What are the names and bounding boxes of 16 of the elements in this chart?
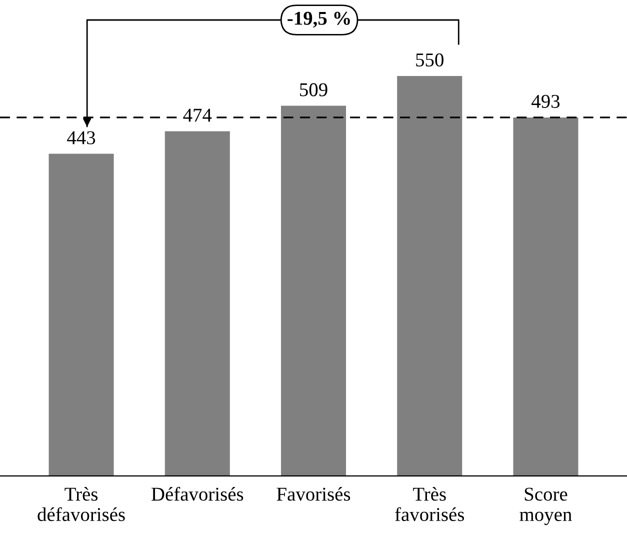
data-label: 493 — [532, 94, 560, 108]
data-label: 443 — [67, 131, 96, 144]
x-tick-label: Défavorisés — [152, 486, 244, 501]
x-tick-label: Favorisés — [276, 487, 350, 501]
data-label: 509 — [300, 83, 328, 96]
bar — [48, 154, 114, 476]
bar — [397, 76, 462, 476]
bar — [280, 106, 346, 476]
data-label: 550 — [416, 53, 444, 66]
data-label: 474 — [183, 108, 212, 122]
x-tick-label: Très défavorisés — [38, 487, 125, 522]
bar — [164, 131, 230, 476]
x-tick-label: Très favorisés — [395, 487, 464, 522]
x-tick-label: Score moyen — [520, 488, 572, 526]
text: -19,5 % — [288, 12, 350, 28]
bar — [513, 117, 578, 476]
